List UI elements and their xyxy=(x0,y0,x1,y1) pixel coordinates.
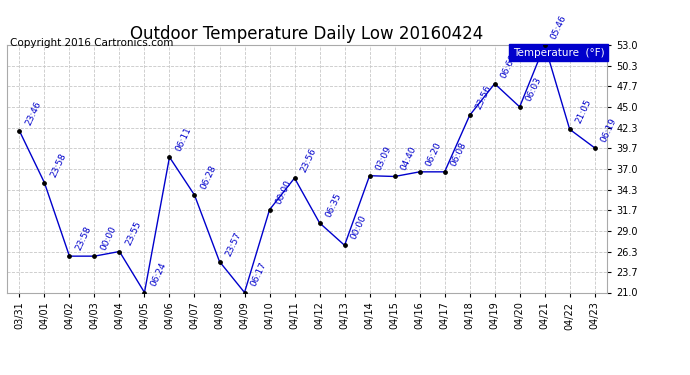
Text: 06:03: 06:03 xyxy=(524,75,543,103)
Text: Temperature  (°F): Temperature (°F) xyxy=(513,48,604,58)
Point xyxy=(264,207,275,213)
Point xyxy=(389,174,400,180)
Point xyxy=(39,180,50,186)
Text: 23:56: 23:56 xyxy=(299,147,318,174)
Point xyxy=(164,154,175,160)
Point xyxy=(589,145,600,151)
Text: 23:55: 23:55 xyxy=(124,220,143,248)
Text: 00:00: 00:00 xyxy=(99,225,118,252)
Text: 06:20: 06:20 xyxy=(424,141,443,168)
Text: 23:57: 23:57 xyxy=(224,230,243,257)
Text: 06:60: 06:60 xyxy=(499,52,518,80)
Point xyxy=(514,104,525,110)
Text: 03:09: 03:09 xyxy=(374,144,393,171)
Point xyxy=(464,112,475,118)
Point xyxy=(564,126,575,132)
Point xyxy=(239,290,250,296)
Point xyxy=(139,290,150,296)
Point xyxy=(14,128,25,134)
Point xyxy=(414,169,425,175)
Point xyxy=(289,175,300,181)
Text: Copyright 2016 Cartronics.com: Copyright 2016 Cartronics.com xyxy=(10,38,174,48)
Text: 06:19: 06:19 xyxy=(599,117,618,144)
Point xyxy=(114,249,125,255)
Point xyxy=(64,253,75,259)
Text: 04:40: 04:40 xyxy=(399,145,417,172)
Text: 06:17: 06:17 xyxy=(248,261,268,288)
Text: 23:58: 23:58 xyxy=(74,225,92,252)
Text: 06:08: 06:08 xyxy=(448,140,468,168)
Text: 23:56: 23:56 xyxy=(474,84,493,111)
Point xyxy=(439,169,450,175)
Point xyxy=(489,81,500,87)
Text: 21:05: 21:05 xyxy=(574,98,593,125)
Point xyxy=(89,253,100,259)
Point xyxy=(539,42,550,48)
Text: 06:24: 06:24 xyxy=(148,261,168,288)
Text: 05:46: 05:46 xyxy=(549,14,568,41)
Point xyxy=(189,192,200,198)
Title: Outdoor Temperature Daily Low 20160424: Outdoor Temperature Daily Low 20160424 xyxy=(130,26,484,44)
Point xyxy=(339,242,350,248)
Text: 00:00: 00:00 xyxy=(348,214,368,241)
Text: 06:11: 06:11 xyxy=(174,126,193,153)
Text: 00:00: 00:00 xyxy=(274,178,293,206)
Point xyxy=(364,173,375,179)
Text: 23:46: 23:46 xyxy=(23,100,43,127)
Text: 06:28: 06:28 xyxy=(199,164,218,191)
Point xyxy=(214,259,225,265)
Text: 06:35: 06:35 xyxy=(324,192,343,219)
Point xyxy=(314,220,325,226)
Text: 23:58: 23:58 xyxy=(48,152,68,178)
